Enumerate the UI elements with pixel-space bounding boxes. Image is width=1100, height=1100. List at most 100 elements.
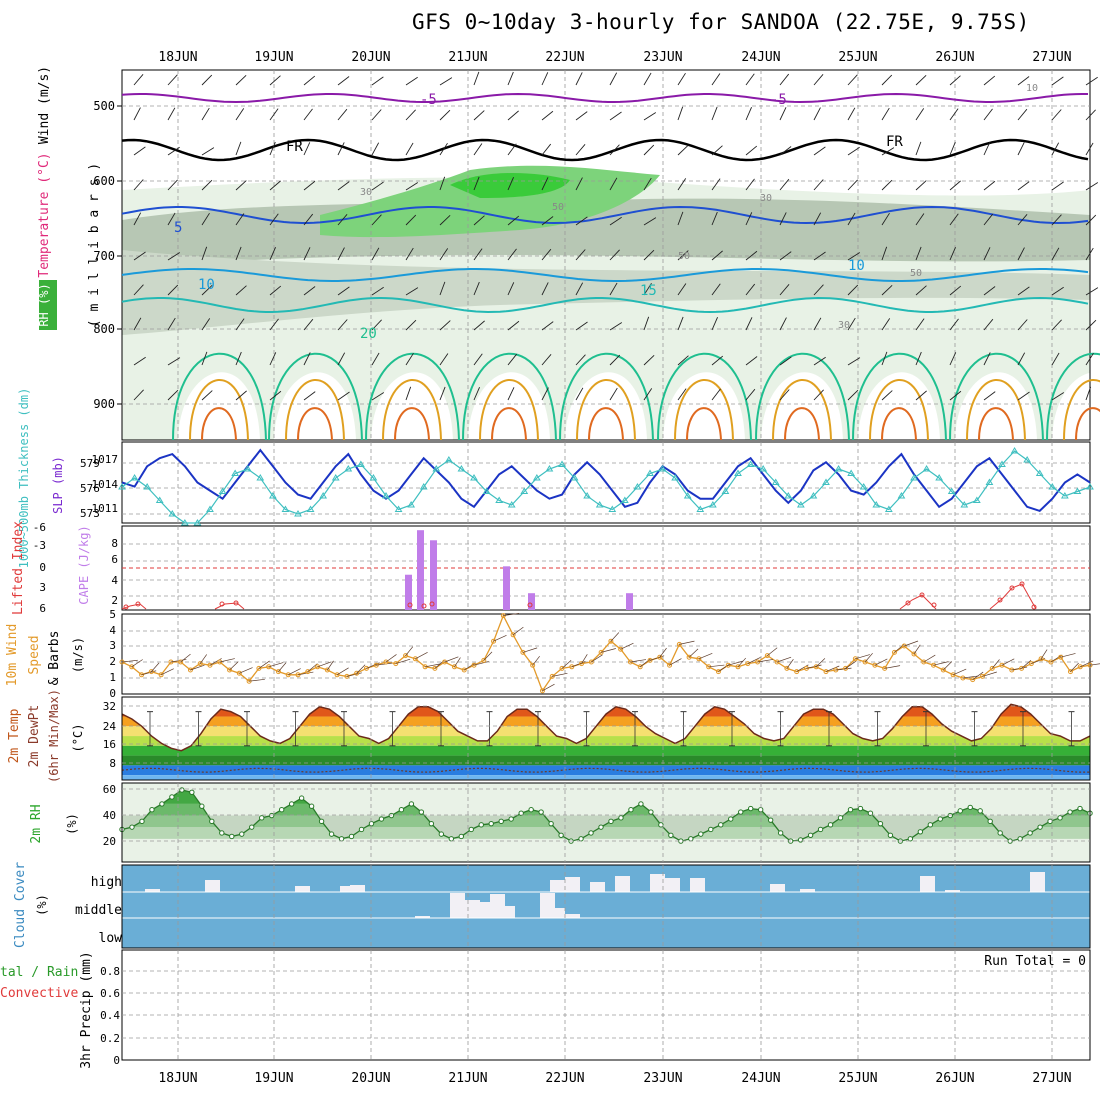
- thickness-point: [822, 478, 830, 485]
- thickness-point: [570, 474, 579, 481]
- thickness-point: [746, 460, 755, 467]
- wind-speed-point: [579, 661, 585, 667]
- contour-10: [121, 268, 1089, 282]
- precip-label-a: tal / Rain: [0, 965, 78, 980]
- date-label-bottom: 24JUN: [741, 1071, 780, 1086]
- wind-barb: [507, 176, 514, 191]
- rh-point: [857, 805, 864, 812]
- wind-barb: [847, 74, 858, 86]
- wind-barb-10m: [405, 646, 414, 656]
- thickness-point: [407, 501, 416, 508]
- wind-barb: [643, 316, 650, 331]
- wind-speed-point: [637, 664, 643, 670]
- contour-25: [285, 379, 345, 441]
- wind-barb: [745, 283, 756, 296]
- li-tick: -6: [33, 521, 46, 534]
- contour-label: 20: [360, 326, 377, 342]
- wind-barb: [779, 212, 787, 226]
- thickness-point: [432, 465, 441, 472]
- wind-barb: [643, 72, 652, 86]
- wind-speed-point: [696, 656, 702, 662]
- wind-barb: [609, 322, 623, 331]
- rh-point: [708, 826, 714, 833]
- rh-point: [229, 833, 235, 840]
- wind-barb: [575, 282, 584, 296]
- thickness-point: [721, 487, 730, 494]
- wind-barb: [167, 317, 176, 331]
- thickness-point: [1010, 447, 1019, 454]
- wind-axis-label: Wind (m/s): [37, 66, 52, 144]
- wind-barb: [337, 352, 346, 366]
- date-label-top: 24JUN: [741, 50, 780, 65]
- rh-point: [598, 824, 604, 830]
- wind-barb-10m: [190, 664, 205, 671]
- wind-barb: [949, 180, 961, 191]
- wind-barb: [269, 390, 282, 401]
- cloud-level-label: low: [99, 931, 123, 946]
- rh-point: [1017, 836, 1023, 842]
- wind-barb: [983, 142, 991, 156]
- date-label-bottom: 18JUN: [158, 1071, 197, 1086]
- thickness-point: [847, 469, 856, 476]
- rh-point: [937, 816, 944, 822]
- thickness-point: [419, 483, 428, 490]
- cloud-high-block: [295, 886, 310, 892]
- cape-lifted-index-panel: -6 -3 0 3 6 8 6 4 2 Lifted Index CAPE (J/kg): [11, 521, 1091, 615]
- contour-label: 50: [552, 202, 564, 213]
- dry-column: [858, 372, 940, 440]
- thickness-point: [118, 483, 126, 490]
- wind-barb-10m: [268, 662, 284, 668]
- wind-barb: [813, 212, 822, 226]
- wind-barb: [881, 390, 893, 401]
- thickness-point: [708, 501, 717, 508]
- wind-barb: [745, 317, 753, 331]
- rh-point: [987, 818, 993, 825]
- wind-barb-10m: [522, 647, 538, 653]
- li-line: [989, 583, 1037, 610]
- rh-point: [1057, 815, 1063, 821]
- contour-label: -5: [770, 92, 787, 108]
- wind-axis-label-a: 10m Wind: [5, 624, 20, 687]
- rh-point: [997, 830, 1003, 836]
- wind-speed-point: [940, 667, 946, 673]
- wind-barb-10m: [376, 662, 392, 666]
- wind-barb: [507, 143, 517, 156]
- dry-column: [468, 372, 550, 440]
- contour-30: [491, 407, 527, 441]
- rh-point: [408, 801, 415, 807]
- rh-point: [249, 824, 255, 830]
- contour-freezing: [121, 138, 1089, 162]
- wind-barb: [235, 246, 242, 261]
- wind-barb: [1017, 181, 1030, 191]
- cloud-high-block: [650, 874, 665, 892]
- wind-barb: [303, 180, 316, 191]
- wind-barb: [847, 146, 860, 156]
- wind-barb-10m: [160, 668, 174, 676]
- cloud-high-block: [340, 886, 355, 892]
- cloud-mid-block: [565, 914, 580, 918]
- wind-speed-point: [285, 672, 291, 678]
- wind-barb: [1085, 287, 1099, 296]
- wind-barb: [847, 107, 856, 121]
- wind-barb: [473, 386, 480, 401]
- wind-barb: [405, 287, 419, 296]
- temp-axis-label-b: 2m DewPt: [27, 705, 42, 768]
- panel-frame: [121, 696, 1091, 781]
- wind-barb: [1017, 142, 1025, 156]
- panel-frame: [121, 949, 1091, 1061]
- contour-label: 50: [910, 268, 922, 279]
- contour-label: 30: [760, 193, 772, 204]
- wind-barb: [439, 142, 448, 156]
- contour-20: [462, 352, 557, 441]
- wind-speed-point: [266, 664, 272, 670]
- wind-barb: [439, 215, 451, 226]
- temp-tick: 16: [103, 738, 116, 751]
- rh-point: [558, 832, 564, 838]
- rh-point: [548, 820, 554, 827]
- date-label-bottom: 23JUN: [643, 1071, 682, 1086]
- date-label-top: 21JUN: [448, 50, 487, 65]
- wind-barb: [235, 75, 247, 86]
- cloud-high-block: [615, 876, 630, 892]
- date-label-bottom: 26JUN: [935, 1071, 974, 1086]
- cloud-level-label: middle: [75, 903, 122, 918]
